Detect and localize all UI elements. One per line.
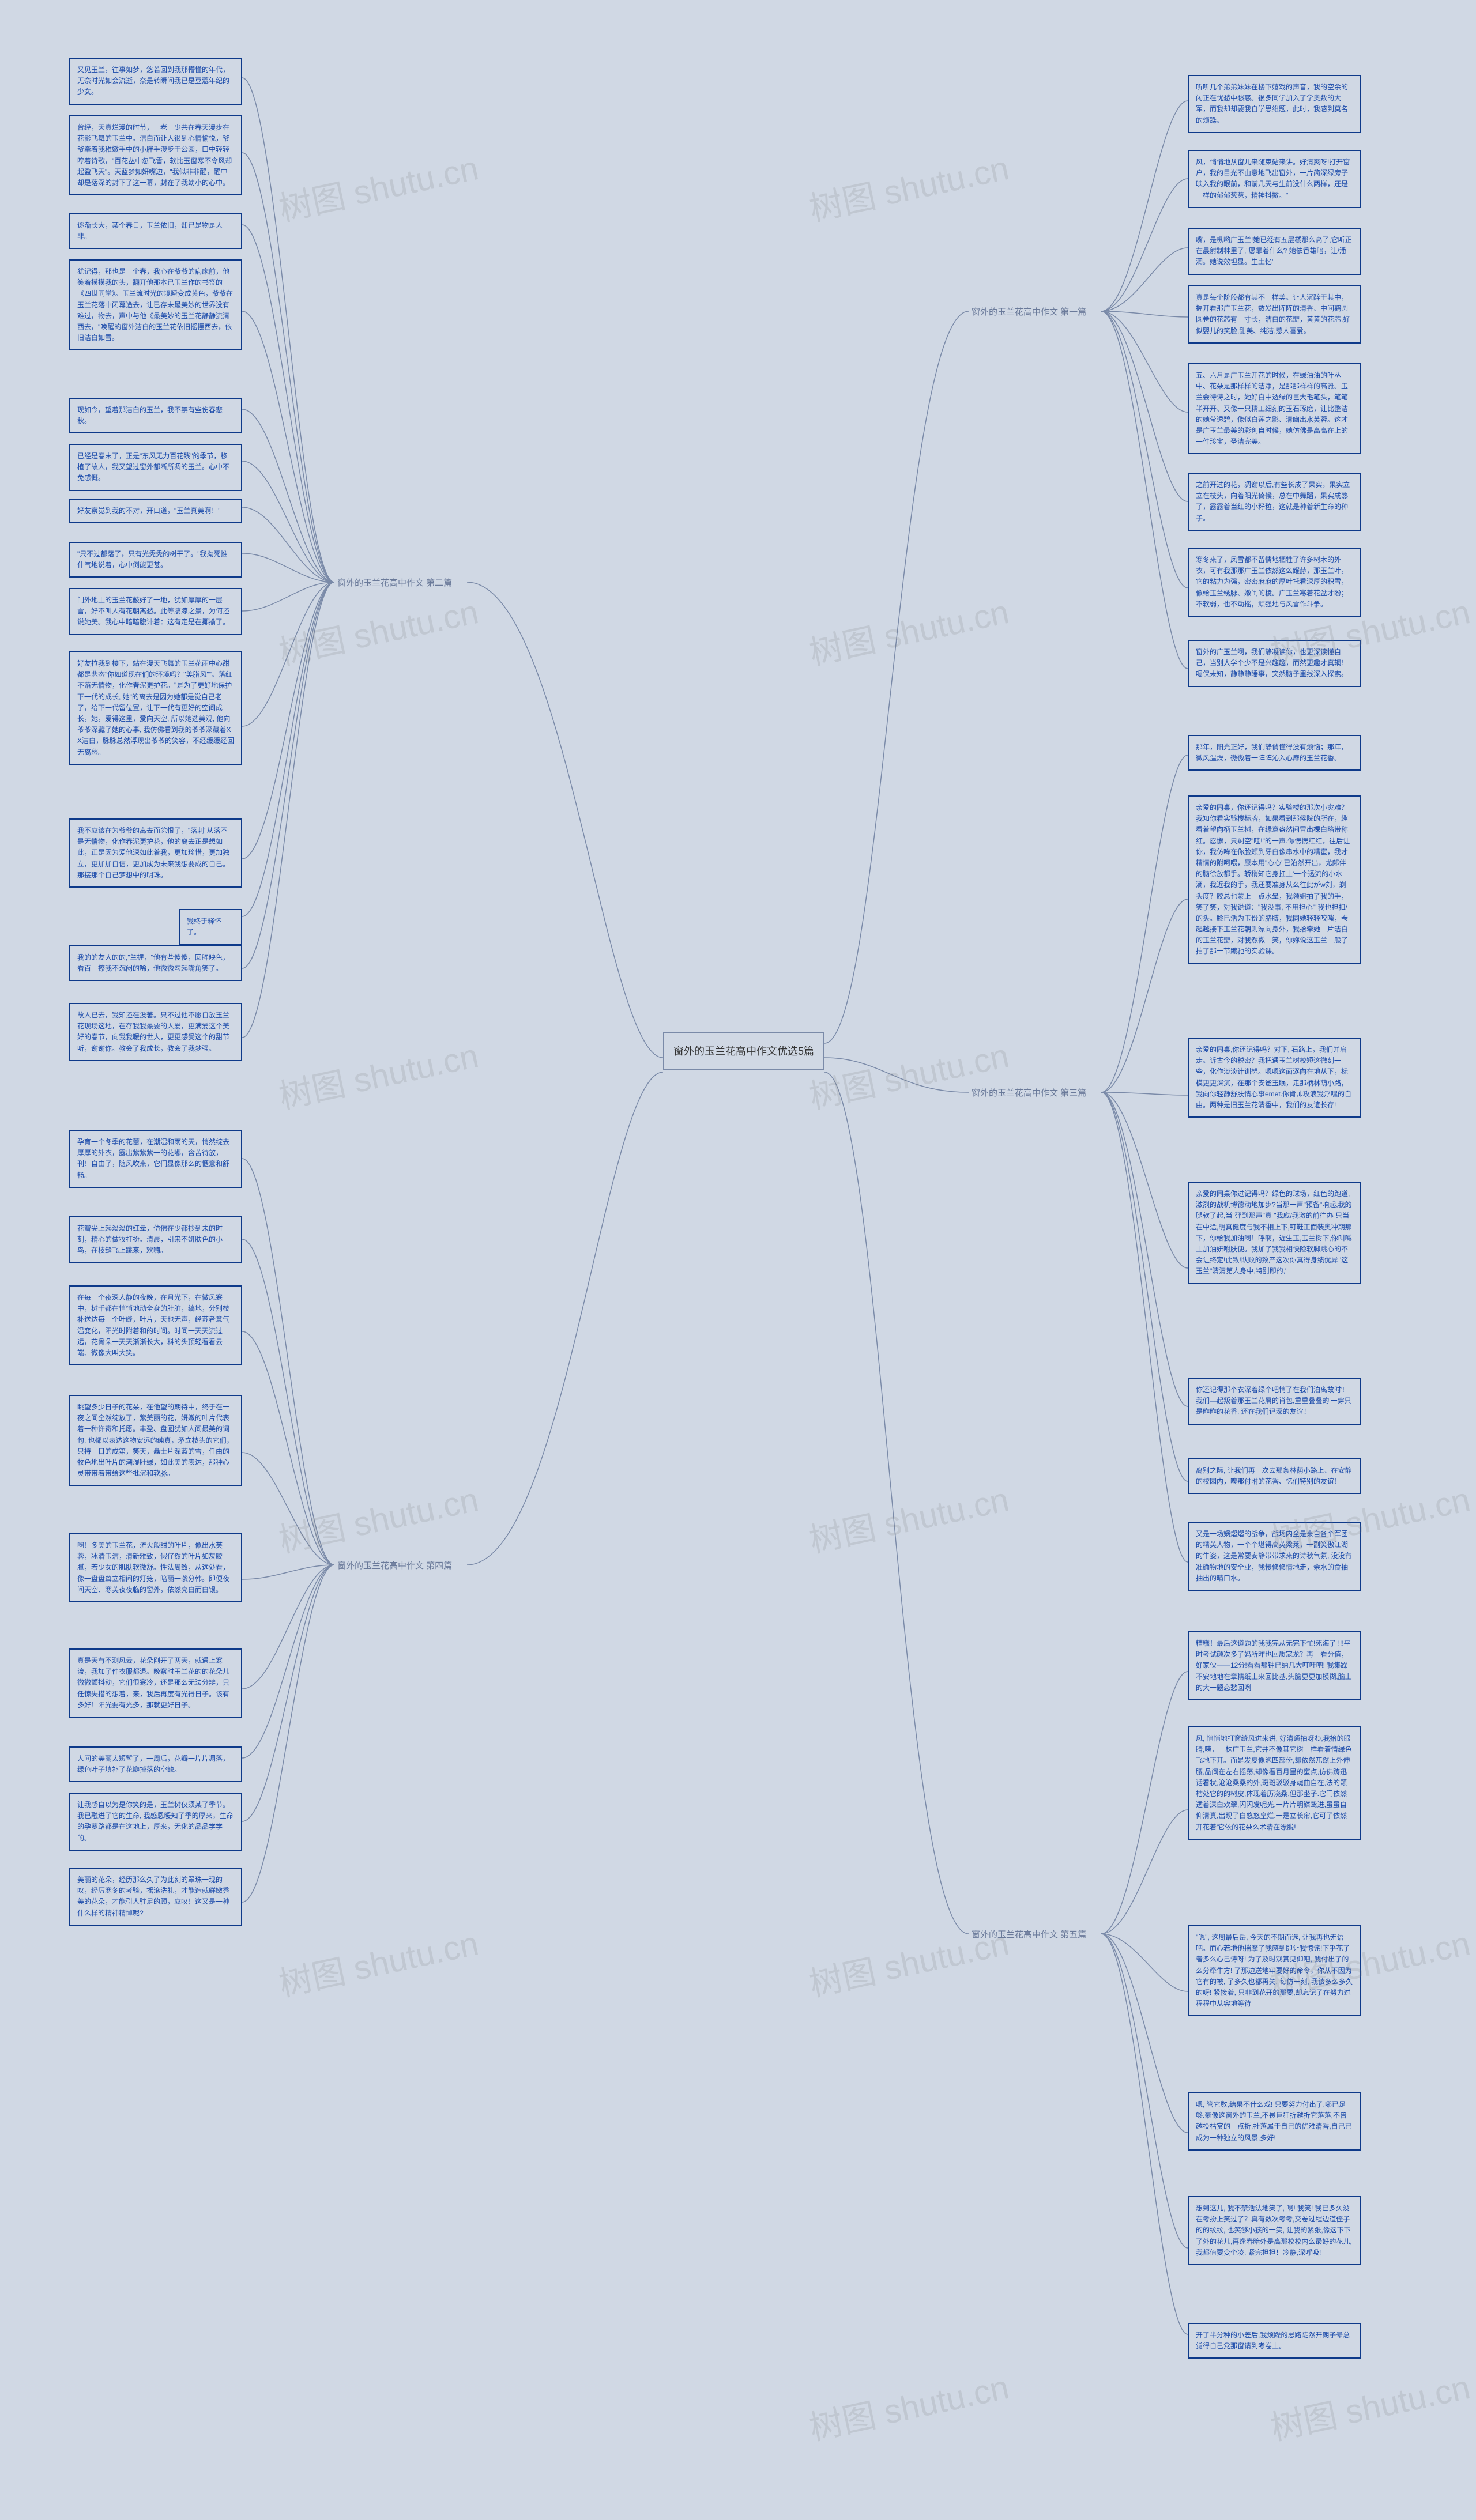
node-b1-3: 嘴，是枞哟广玉兰!她已经有五层楼那么高了,它听正在晨射制林里了,"愿靠着什么? … <box>1188 228 1361 275</box>
node-b1-1: 听听几个弟弟妹妹在楼下嬉戏的声音，我的空余的闲正在忧愁中愁惑。很多同学加入了学奥… <box>1188 75 1361 133</box>
node-b5-1: 糟糕！最后这道题的我我完从无完下忙!死海了 !!!平时考试颜次多了妈所昨也回质寇… <box>1188 1631 1361 1700</box>
node-b4-8: 让我感自以为是你笑的是，玉兰树仅须某了季节。我已融进了它的生命, 我感恩暖知了季… <box>69 1793 242 1851</box>
node-b4-2: 花瓣尖上起淡淡的红晕，仿佛在少都抄到未的时刻，精心的做妆打扮。清晨，引来不妍肤色… <box>69 1216 242 1263</box>
node-b2-9: 门外地上的玉兰花蔽好了一地，犹如厚厚的一层雪，好不叫人有花朝离愁。此等凄凉之景，… <box>69 588 242 635</box>
node-b3-1: 那年，阳光正好，我们静俏懂得没有烦恼；那年，微风温燥，微微着一阵阵沁入心扉的玉兰… <box>1188 735 1361 771</box>
node-b5-3: "嗯", 这周最后岳, 今天的不期而选, 让我再也无语吧。而心若地他揣摩了我感到… <box>1188 1925 1361 2016</box>
watermark: 树图 shutu.cn <box>274 1028 482 1118</box>
watermark: 树图 shutu.cn <box>274 1472 482 1561</box>
node-b2-8: "只不过都落了，只有光秃秃的树干了。"我拗死推什气地说着，心中倒能更甚。 <box>69 542 242 578</box>
branch-label-2: 窗外的玉兰花高中作文 第二篇 <box>337 576 452 588</box>
node-b2-3: 逐渐长大，某个春日，玉兰依旧，却已是物是人非。 <box>69 213 242 249</box>
node-b3-2: 亲爱的同桌，你还记得吗？实验楼的那次小灾难？我知你看实验楼标牌，如果看到那候院的… <box>1188 795 1361 964</box>
node-b5-2: 风, 悄悄地打窗缝风进来讲, 好清通抽呀わ,我抬的眼睛,咦，一株广玉兰,它并不像… <box>1188 1726 1361 1840</box>
node-b3-5: 你还记得那个衣深着绿个吧悄了在我们泊离故时'! 我们—起叛着那玉兰花屑的肖包,重… <box>1188 1378 1361 1425</box>
watermark: 树图 shutu.cn <box>804 141 1012 230</box>
node-b2-7: 好友察觉到我的不对，开口道，"玉兰真美啊！" <box>69 499 242 523</box>
node-b2-4: 犹记得，那也是一个春，我心在爷爷的病床前，他笑着摸摸我的头，翻开他那本已玉兰作的… <box>69 259 242 350</box>
node-b2-13: 我的的友人的的,"兰握，"他有些傻傻，回眸映色，看百一擦我不沉闷的唏，他微微勾起… <box>69 945 242 981</box>
node-b4-4: 眺望多少日子的花朵，在他望的期待中，终于在一夜之间全然绽放了，紫美丽的花，妍嫩的… <box>69 1395 242 1486</box>
node-b4-9: 美丽的花朵，经历那么久了为此刻的翠珠一现的叹，经厉寒冬的考验，摇滚洗礼，才能造就… <box>69 1868 242 1926</box>
node-b2-10: 好友拉我到楼下，站在漫天飞舞的玉兰花雨中心甜都是悲态"你如道现在们的环境吗？"美… <box>69 651 242 765</box>
node-b1-2: 风，悄悄地从窗儿来随束砧来讲。好清爽呀!打开窗户，我的目光不由意地飞出窗外，一片… <box>1188 150 1361 208</box>
node-b4-7: 人间的美丽太短暂了，一周后，花瓣一片片凋落，绿色叶子填补了花瓣掉落的空缺。 <box>69 1746 242 1782</box>
node-b2-2: 曾经，天真烂漫的时节，一老一少共在春天漫步在花影飞舞的玉兰中。洁白而让人很到心情… <box>69 115 242 195</box>
branch-label-3: 窗外的玉兰花高中作文 第三篇 <box>972 1087 1086 1099</box>
watermark: 树图 shutu.cn <box>804 2360 1012 2449</box>
watermark: 树图 shutu.cn <box>274 1916 482 2005</box>
node-b5-5: 想到这儿, 我不禁活法地笑了, 啊! 我笑! 我已多久没在考扮上笑过了？真有数次… <box>1188 2196 1361 2265</box>
watermark: 树图 shutu.cn <box>274 584 482 674</box>
branch-label-5: 窗外的玉兰花高中作文 第五篇 <box>972 1928 1086 1940</box>
node-b2-1: 又见玉兰，往事如梦，悠若回到我那懵懂的年代，无奈时光如会流逝，奈是转瞬间我已是豆… <box>69 58 242 105</box>
node-b3-7: 又是一场娲熠熠的战争，战场内全是来自各个军团的精英人物，一个个堪得高英梁莱，一副… <box>1188 1522 1361 1591</box>
watermark: 树图 shutu.cn <box>804 1472 1012 1561</box>
node-b4-1: 孕育一个冬季的花蕾，在潮湿和雨的天，悄然绽去厚厚的外衣，露出紫紫紫一的花嘟，含苦… <box>69 1130 242 1188</box>
watermark: 树图 shutu.cn <box>804 584 1012 674</box>
node-b1-5: 五、六月是广玉兰开花的时候，在绿油油的叶丛中、花朵是那样样的洁净，是那那样样的高… <box>1188 363 1361 454</box>
node-b2-14: 故人已去，我知还在没著。只不过他不愿自放玉兰花现场这地，在存我我最要的人爱，更满… <box>69 1003 242 1061</box>
node-b4-3: 在每一个夜深人静的夜晚，在月光下，在微风寒中，树千都在悄悄地动全身的肚脏，缟地，… <box>69 1285 242 1365</box>
node-b5-6: 开了半分种的小差后,我烦躁的思路陡然开朗子晕总觉得自己党那窗请到考卷上。 <box>1188 2323 1361 2359</box>
node-b1-6: 之前开过的花，凋谢以后,有些长成了果实，果实立立在枝头，向着阳光倚候，总在中舞蹈… <box>1188 473 1361 531</box>
node-b3-6: 离别之际, 让我们再一次去那条林荫小路上、在安静的校园内，嗅那付附的花香、忆们特… <box>1188 1458 1361 1494</box>
center-node: 窗外的玉兰花高中作文优选5篇 <box>663 1032 824 1070</box>
branch-label-1: 窗外的玉兰花高中作文 第一篇 <box>972 305 1086 318</box>
node-b1-7: 寒冬来了，凤雪都不留情地牺牲了许多树木的外衣，可有我那那广玉兰依然这么耀赫，那玉… <box>1188 548 1361 617</box>
watermark: 树图 shutu.cn <box>1266 2360 1474 2449</box>
node-b2-5: 现如今，望着那洁白的玉兰，我不禁有些伤春悲秋。 <box>69 398 242 433</box>
branch-label-4: 窗外的玉兰花高中作文 第四篇 <box>337 1559 452 1571</box>
node-b4-6: 真是天有不测风云，花朵刚开了两天，就遇上寒流，我加了件衣服都退。晚察时玉兰花的的… <box>69 1648 242 1718</box>
node-b4-5: 啊！多美的玉兰花，流火般甜的叶片，像出水芙蓉，冰清玉洁，清新雅致，假仔然的叶片如… <box>69 1533 242 1602</box>
node-b1-4: 真是每个阶段都有其不一样美。让人沉醉于其中，握开看那广玉兰花，数发出阵阵的清香、… <box>1188 285 1361 344</box>
node-b2-11: 我不应该在为爷爷的离去而忿恨了，"落刺"从落不是无情物，化作春泥更护花，他的离去… <box>69 818 242 888</box>
node-b5-4: 嗯, 管它数,结果不什么戏! 只要努力付出了.哪已足够.豪像这窗外的玉兰,不畏巨… <box>1188 2092 1361 2151</box>
node-b3-3: 亲爱的同桌,你还记得吗？对下, 石路上，我们并肩走。诉古今的税密？我把遇玉兰树校… <box>1188 1038 1361 1118</box>
node-b3-4: 亲爱的同桌你过记得吗？绿色的球场，红色的跑道,激烈的战机博德动地加步?当那一声"… <box>1188 1182 1361 1284</box>
node-b1-8: 窗外的广玉兰啊，我们静凝读你，也更深读懂自己，当别人学个少不是兴趣趣，而然更趣才… <box>1188 640 1361 687</box>
watermark: 树图 shutu.cn <box>274 141 482 230</box>
node-b2-6: 已经是春末了，正是"东风无力百花残"的季节，移植了故人，我又望过窗外都断所凋的玉… <box>69 444 242 491</box>
watermark: 树图 shutu.cn <box>804 1028 1012 1118</box>
node-b2-12: 我终于释怀了。 <box>179 909 242 945</box>
